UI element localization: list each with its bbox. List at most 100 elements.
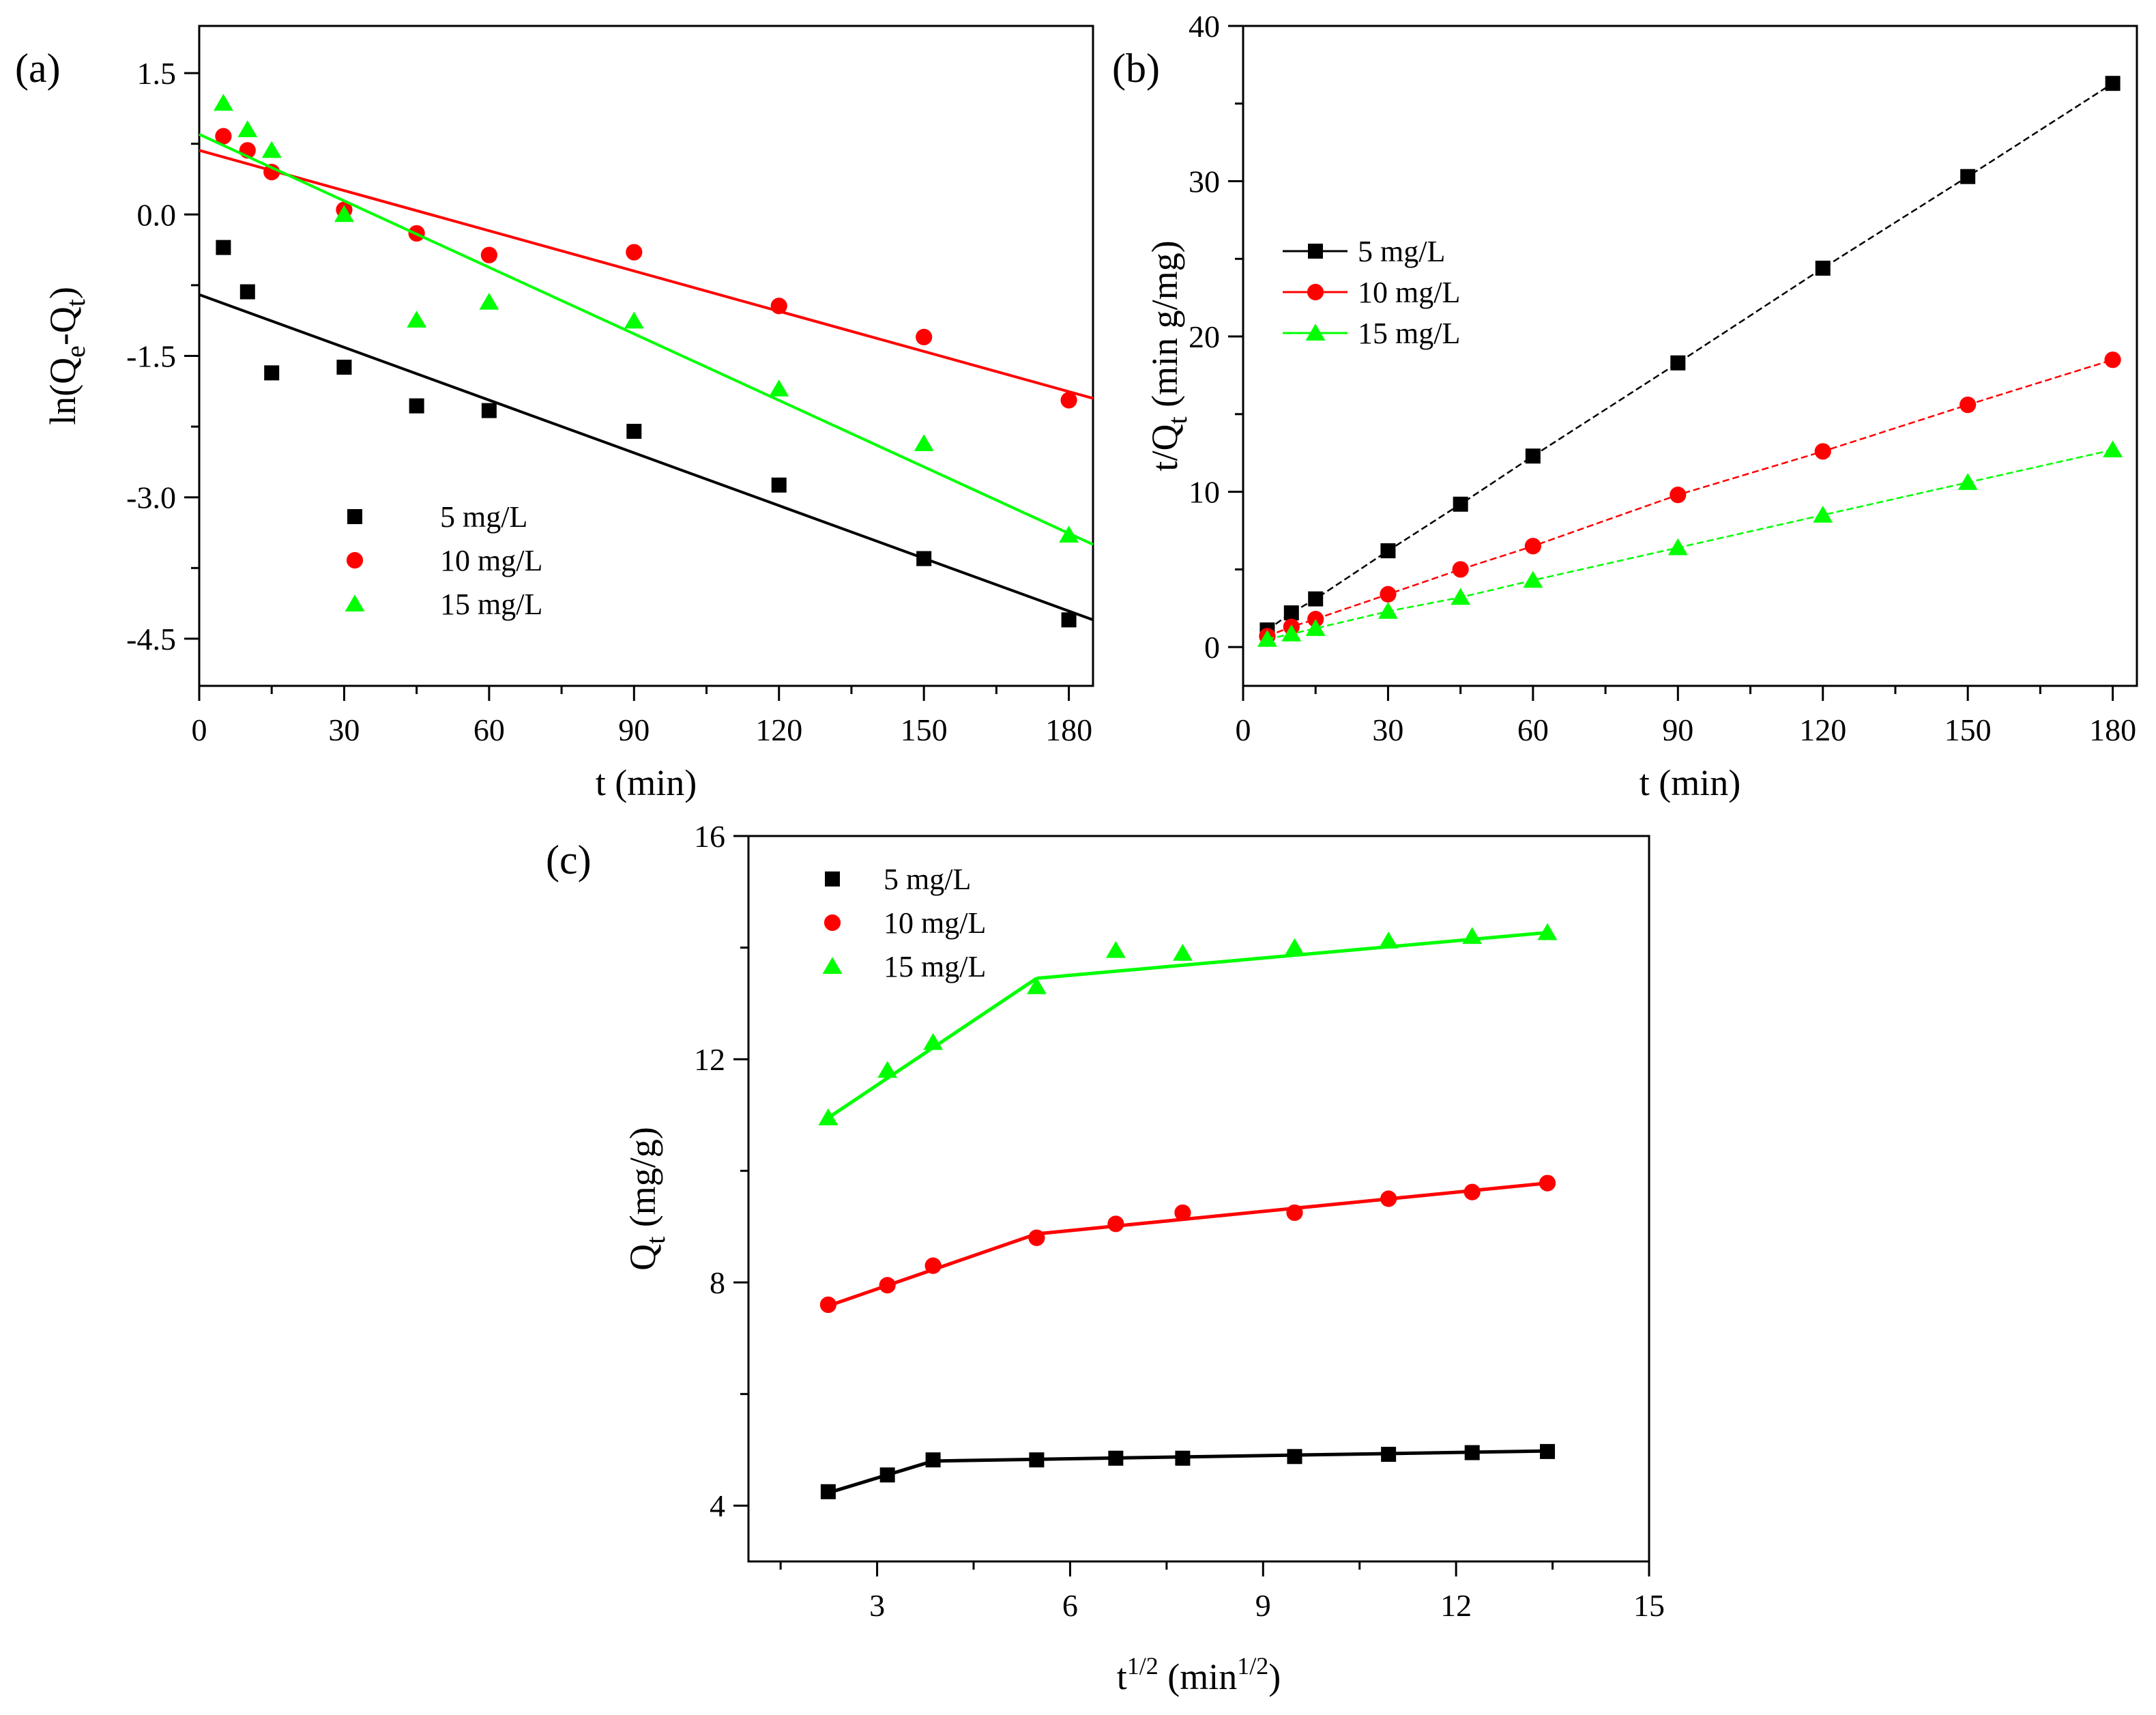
x-tick-label: 15 [1633, 1588, 1665, 1623]
data-point [479, 293, 499, 310]
data-point [1287, 1449, 1302, 1465]
data-point [480, 246, 497, 263]
data-point [1960, 397, 1977, 414]
y-tick-label: -4.5 [126, 622, 176, 657]
data-point [1378, 931, 1399, 949]
data-point [624, 311, 644, 329]
series-5-mg-l: 5 mg/L [1259, 76, 2121, 638]
data-point [215, 128, 232, 145]
legend-label: 15 mg/L [440, 588, 542, 621]
data-point [1108, 1450, 1124, 1466]
x-tick-label: 120 [1799, 712, 1846, 747]
data-point [334, 205, 354, 222]
data-point [1524, 538, 1541, 555]
legend-label: 5 mg/L [884, 863, 971, 896]
fit-line [199, 293, 1094, 622]
series-10-mg-l: 10 mg/L [819, 906, 1556, 1313]
data-point [916, 551, 932, 566]
data-point [336, 360, 352, 375]
data-point [1286, 1204, 1303, 1222]
fit-segment [1036, 930, 1548, 981]
data-point [914, 434, 934, 451]
x-tick-label: 9 [1255, 1588, 1271, 1623]
y-axis-label: Qt (mg/g) [622, 1127, 671, 1271]
legend-marker [822, 957, 843, 974]
data-point [1380, 543, 1396, 559]
data-point [1462, 927, 1483, 945]
data-point [1380, 586, 1397, 603]
legend-marker [1305, 323, 1326, 341]
legend-marker [346, 551, 364, 569]
data-point [819, 1296, 837, 1313]
legend-marker [1307, 283, 1324, 301]
data-point [1029, 1452, 1045, 1468]
y-tick-label: 0 [1204, 630, 1220, 665]
panel-label: (c) [546, 837, 592, 882]
x-tick-label: 150 [901, 712, 948, 747]
data-point [2103, 440, 2123, 458]
legend-marker [1308, 244, 1323, 259]
data-point [1107, 1215, 1124, 1233]
data-point [1028, 1229, 1045, 1246]
x-tick-label: 12 [1440, 1588, 1472, 1623]
series-15-mg-l: 15 mg/L [818, 923, 1558, 1125]
data-point [1453, 496, 1468, 512]
series-10-mg-l: 10 mg/L [1259, 276, 2121, 645]
data-point [263, 164, 280, 181]
data-point [923, 1033, 944, 1050]
data-point [1381, 1447, 1397, 1462]
x-axis-label: t (min) [596, 762, 697, 803]
data-point [1285, 938, 1305, 955]
data-point [879, 1277, 896, 1294]
data-point [769, 379, 789, 397]
fit-line [199, 149, 1094, 400]
data-point [1175, 1450, 1191, 1466]
x-tick-label: 0 [1236, 712, 1251, 747]
data-point [1815, 260, 1831, 276]
data-point [2105, 76, 2121, 91]
legend-label: 10 mg/L [884, 906, 986, 940]
x-axis-label: t (min) [1640, 762, 1740, 803]
y-tick-label: 20 [1189, 319, 1220, 354]
y-tick-label: 4 [710, 1488, 725, 1523]
series-5-mg-l: 5 mg/L [199, 240, 1094, 628]
plot-frame [198, 25, 1094, 687]
y-tick-label: -3.0 [126, 480, 176, 515]
legend-label: 5 mg/L [1358, 235, 1445, 268]
chart-panel-c: 3 6 9 12 15 4 8 12 16 (c) t1/2 (min1/2) Qt (mg/g) 5 … [546, 819, 1665, 1697]
x-tick-label: 90 [1662, 712, 1693, 747]
x-tick-label: 60 [1517, 712, 1549, 747]
data-point [1451, 588, 1471, 605]
fit-segment [933, 1449, 1548, 1463]
data-point [924, 1257, 942, 1274]
data-point [1305, 619, 1326, 636]
data-point [409, 398, 424, 414]
data-point [1814, 443, 1831, 460]
data-point [264, 365, 280, 381]
data-point [1380, 1190, 1397, 1207]
x-tick-label: 180 [2089, 712, 2136, 747]
data-point [407, 311, 427, 328]
y-tick-label: 16 [694, 819, 725, 854]
legend-marker [345, 594, 365, 611]
x-tick-label: 90 [618, 712, 650, 747]
legend-label: 10 mg/L [1358, 276, 1460, 309]
data-point [1463, 1183, 1481, 1200]
data-point [877, 1061, 898, 1078]
chart-panel-b: 0 30 60 90 120 150 180 0 10 20 30 40 (b) t (min) t/Qt … [1112, 9, 2138, 803]
data-point [626, 244, 643, 261]
data-point [916, 328, 933, 345]
data-point [1523, 571, 1543, 588]
plot-frame [747, 835, 1650, 1563]
y-tick-label: 0.0 [137, 197, 177, 232]
data-point [1539, 1174, 1556, 1192]
x-tick-label: 30 [1372, 712, 1403, 747]
y-tick-label: 40 [1189, 9, 1220, 44]
data-point [1257, 629, 1277, 647]
x-axis-label: t1/2 (min1/2) [1117, 1652, 1281, 1697]
data-point [770, 298, 787, 315]
data-point [626, 424, 642, 439]
chart-panel-a: 0 30 60 90 120 150 180 1.5 0.0 -1.5 -3.0 -4.5 (a) t (… [15, 25, 1094, 803]
legend-marker [347, 509, 362, 524]
